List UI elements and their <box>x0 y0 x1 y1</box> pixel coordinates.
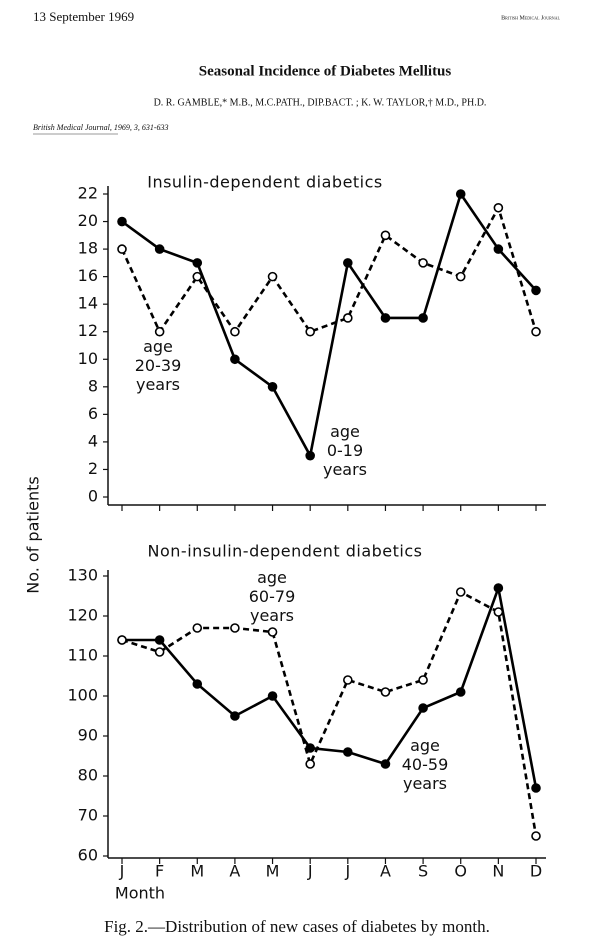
series-line <box>122 583 538 789</box>
point <box>343 258 353 268</box>
y-axis-label: No. of patients <box>24 476 43 593</box>
x-tick-label: O <box>454 862 467 881</box>
point <box>192 271 203 282</box>
y-tick-label: 110 <box>67 646 98 665</box>
point <box>192 623 203 633</box>
series-annotation: age 60-79 years <box>249 568 296 625</box>
point <box>531 285 541 296</box>
y-tick-label: 2 <box>88 459 98 478</box>
x-tick-label: A <box>229 862 240 881</box>
date: 13 September 1969 <box>33 9 134 24</box>
citation: British Medical Journal, 1969, 3, 631-63… <box>33 123 169 132</box>
point <box>192 679 203 689</box>
y-tick-label: 20 <box>78 211 98 230</box>
x-tick-label: N <box>492 862 504 881</box>
point <box>380 759 391 769</box>
point <box>305 326 315 337</box>
x-tick-label: M <box>266 862 280 881</box>
caption: Fig. 2.—Distribution of new cases of dia… <box>104 917 490 936</box>
point <box>455 587 466 597</box>
y-tick-label: 100 <box>67 686 98 705</box>
point <box>493 244 504 254</box>
y-tick-label: 120 <box>67 606 98 625</box>
y-tick-label: 22 <box>78 184 98 203</box>
y-tick-label: 10 <box>78 349 98 368</box>
y-tick-label: 80 <box>78 766 98 785</box>
series-annotation: age 40-59 years <box>402 736 449 793</box>
point <box>267 627 278 637</box>
point <box>154 244 165 254</box>
point <box>192 258 203 268</box>
y-tick-label: 12 <box>78 321 98 340</box>
point <box>305 759 315 769</box>
point <box>230 326 240 337</box>
point <box>343 313 353 323</box>
point <box>154 635 165 645</box>
chart-title: Non-insulin-dependent diabetics <box>148 542 423 561</box>
point <box>455 687 466 697</box>
y-tick-label: 8 <box>88 376 98 395</box>
point <box>117 216 127 227</box>
point <box>230 354 240 365</box>
x-tick-label: F <box>155 862 164 881</box>
point <box>305 450 315 461</box>
x-tick-label: J <box>119 862 125 881</box>
point <box>531 326 541 337</box>
point <box>418 313 428 323</box>
point <box>343 675 353 685</box>
x-axis-label: Month <box>115 884 165 903</box>
point <box>531 831 541 841</box>
y-tick-label: 4 <box>88 431 98 450</box>
point <box>455 189 466 199</box>
y-tick-label: 130 <box>67 566 98 585</box>
y-tick-label: 16 <box>78 266 98 285</box>
point <box>418 703 428 713</box>
point <box>380 687 391 697</box>
point <box>154 647 165 657</box>
journal: British Medical Journal <box>501 15 560 21</box>
authors: D. R. GAMBLE,* M.B., M.C.PATH., DIP.BACT… <box>154 97 487 108</box>
y-tick-label: 18 <box>78 239 98 258</box>
point <box>267 271 278 282</box>
series-annotation: age 0-19 years <box>323 422 367 479</box>
point <box>343 747 353 757</box>
x-tick-label: D <box>530 862 542 881</box>
point <box>267 382 278 392</box>
x-tick-label: M <box>190 862 204 881</box>
point <box>267 691 278 701</box>
point <box>418 675 428 685</box>
point <box>380 230 391 241</box>
point <box>493 202 504 213</box>
series-line <box>121 590 538 837</box>
point <box>531 783 541 793</box>
x-tick-label: J <box>307 862 313 881</box>
y-tick-label: 6 <box>88 404 98 423</box>
point <box>380 313 391 323</box>
point <box>117 635 127 645</box>
point <box>493 607 504 617</box>
point <box>154 326 165 337</box>
y-tick-label: 14 <box>78 294 98 313</box>
point <box>493 583 504 593</box>
point <box>230 623 240 633</box>
y-tick-label: 0 <box>88 487 98 506</box>
point <box>455 271 466 282</box>
series-line <box>121 191 537 460</box>
point <box>230 711 240 721</box>
y-tick-label: 90 <box>78 726 98 745</box>
y-tick-label: 70 <box>78 806 98 825</box>
y-tick-label: 60 <box>78 846 98 865</box>
point <box>117 244 127 254</box>
series-annotation: age 20-39 years <box>135 337 182 394</box>
article-title: Seasonal Incidence of Diabetes Mellitus <box>199 63 452 79</box>
x-tick-label: A <box>380 862 391 881</box>
point <box>418 258 428 268</box>
x-tick-label: J <box>344 862 350 881</box>
x-tick-label: S <box>418 862 428 881</box>
chart-title: Insulin-dependent diabetics <box>147 173 383 192</box>
